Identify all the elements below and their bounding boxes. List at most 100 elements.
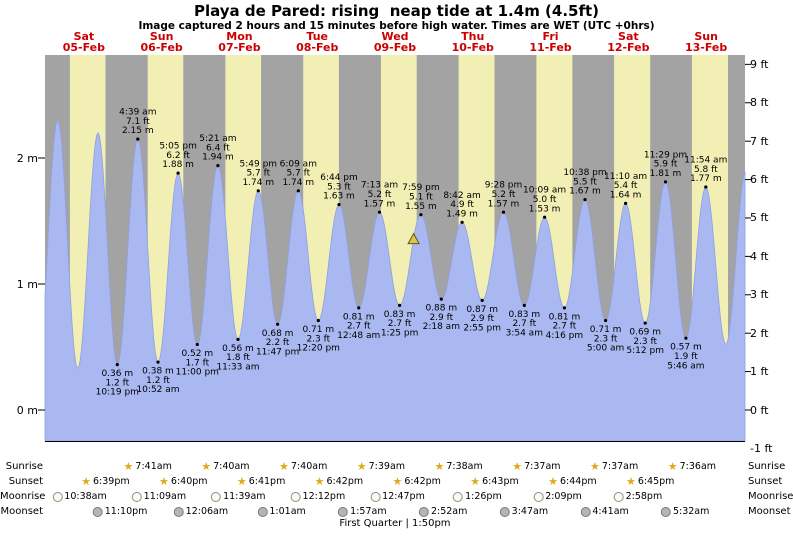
astro-row-label-left-moonrise: Moonrise: [0, 491, 46, 502]
high-tide-label: 5.7 ft: [246, 169, 270, 179]
low-tide-label: 1.7 ft: [185, 358, 209, 368]
low-tide-label: 1.9 ft: [674, 352, 698, 362]
moonrise-icon: [453, 491, 464, 502]
sunrise-time: 7:37am: [601, 461, 639, 472]
high-tide-label: 5.9 ft: [654, 160, 678, 170]
sunrise-star-icon: ★: [201, 459, 212, 473]
moonset-time: 4:41am: [592, 506, 629, 517]
sunset-entry: ★ 6:43pm: [470, 474, 519, 488]
low-tide-label: 0.69 m: [629, 328, 661, 338]
sunset-star-icon: ★: [236, 474, 247, 488]
tide-extreme-dot: [316, 318, 320, 323]
day-column-label: Thu 10-Feb: [451, 30, 494, 54]
moonrise-entry: 10:38am: [52, 491, 107, 502]
moonrise-time: 12:47pm: [382, 491, 425, 502]
high-tide-label: 1.88 m: [162, 160, 194, 170]
current-time-marker: [407, 232, 420, 245]
high-tide-label: 1.74 m: [242, 178, 274, 188]
sunset-star-icon: ★: [625, 474, 636, 488]
tide-extreme-dot: [419, 213, 423, 217]
moonrise-entry: 11:09am: [131, 491, 187, 502]
tide-curve: [44, 119, 746, 442]
low-tide-label: 0.88 m: [425, 304, 457, 314]
moonrise-icon: [370, 491, 381, 502]
moonrise-time: 2:58pm: [625, 491, 663, 502]
low-tide-label: 11:00 pm: [176, 368, 219, 378]
day-column-label: Fri 11-Feb: [529, 30, 572, 54]
sunrise-entry: ★ 7:36am: [668, 461, 716, 473]
high-tide-label: 5.5 ft: [573, 177, 597, 187]
sunrise-star-icon: ★: [279, 459, 289, 473]
day-column-label: Sun 13-Feb: [684, 30, 728, 54]
sunset-time: 6:43pm: [482, 476, 519, 487]
tide-extreme-dot: [684, 336, 688, 340]
high-tide-label: 7:59 pm: [402, 183, 440, 193]
sunset-entry: ★ 6:44pm: [548, 476, 597, 488]
moonset-time: 11:10pm: [104, 506, 148, 517]
low-tide-label: 0.68 m: [262, 329, 294, 339]
tide-extreme-dot: [501, 210, 506, 214]
high-tide-label: 1.64 m: [610, 191, 642, 201]
moonset-icon: [580, 506, 591, 517]
low-tide-label: 0.52 m: [181, 349, 213, 359]
tide-extreme-dot: [663, 180, 668, 184]
low-tide-label: 2.3 ft: [306, 334, 330, 344]
moonrise-time: 10:38am: [64, 491, 107, 502]
moonset-icon: [92, 506, 103, 517]
day-column-label: Sat 05-Feb: [62, 30, 106, 54]
low-tide-label: 4:16 pm: [546, 331, 584, 341]
tide-extreme-dot: [276, 322, 280, 326]
low-tide-label: 0.71 m: [590, 325, 622, 335]
moonrise-icon: [52, 491, 63, 502]
sunset-star-icon: ★: [470, 474, 481, 488]
moonset-time: 1:01am: [269, 506, 306, 517]
astro-row-label-right-sunrise: Sunrise: [748, 461, 786, 472]
sunset-entry: ★ 6:40pm: [159, 476, 208, 488]
tide-extreme-dot: [643, 321, 647, 325]
sunrise-time: 7:41am: [135, 461, 172, 472]
sunset-entry: ★ 6:39pm: [81, 476, 130, 488]
moonset-entry: 5:32am: [660, 506, 709, 517]
moonset-entry: 2:52am: [418, 506, 467, 517]
low-tide-label: 2.9 ft: [470, 314, 494, 324]
sunrise-star-icon: ★: [434, 459, 445, 473]
y-axis-right-label: 4 ft: [750, 249, 769, 263]
tide-extreme-dot: [460, 220, 464, 224]
sunset-entry: ★ 6:42pm: [392, 476, 441, 488]
high-tide-label: 5.4 ft: [614, 181, 638, 191]
y-axis-right-label: 8 ft: [750, 96, 769, 110]
low-tide-label: 11:33 am: [216, 363, 259, 373]
high-tide-label: 7:13 am: [361, 181, 398, 191]
tide-extreme-dot: [136, 137, 140, 141]
low-tide-label: 1.8 ft: [226, 353, 250, 363]
high-tide-label: 11:54 am: [684, 156, 727, 166]
moonset-icon: [173, 506, 184, 517]
tide-extreme-dot: [337, 203, 341, 207]
high-tide-label: 2.15 m: [122, 126, 154, 136]
high-tide-label: 5.7 ft: [286, 169, 310, 179]
sunset-time: 6:41pm: [248, 476, 286, 487]
day-column-label: Sun 06-Feb: [140, 30, 183, 54]
sunrise-entry: ★ 7:37am: [590, 461, 639, 473]
low-tide-label: 0.57 m: [670, 343, 702, 353]
sunrise-star-icon: ★: [123, 459, 134, 473]
tide-extreme-dot: [398, 303, 402, 307]
moonrise-entry: 11:39am: [211, 491, 266, 502]
moonrise-time: 11:39am: [223, 491, 266, 502]
tide-extreme-dot: [604, 318, 608, 323]
high-tide-label: 6.2 ft: [166, 151, 190, 161]
tide-extreme-dot: [522, 303, 526, 307]
high-tide-label: 1.57 m: [488, 199, 520, 209]
high-tide-label: 1.81 m: [650, 169, 682, 179]
moonset-entry: 1:01am: [257, 506, 306, 517]
tide-extreme-dot: [176, 171, 180, 175]
astro-row-label-right-moonrise: Moonrise: [748, 491, 793, 502]
moonrise-time: 11:09am: [143, 491, 187, 502]
page-subtitle: Image captured 2 hours and 15 minutes be…: [138, 20, 655, 32]
y-axis-right-label: 1 ft: [750, 365, 769, 379]
tide-extreme-dot: [543, 215, 547, 219]
high-tide-label: 1.67 m: [569, 187, 601, 197]
y-axis-right-label: 5 ft: [750, 211, 769, 225]
